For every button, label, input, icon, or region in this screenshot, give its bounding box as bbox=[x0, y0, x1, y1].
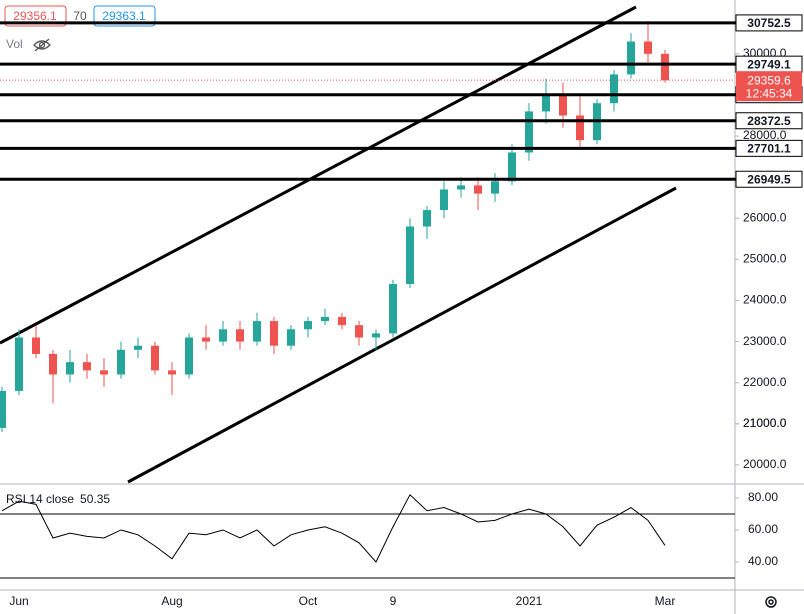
candle-body bbox=[474, 185, 482, 194]
candle-body bbox=[576, 115, 584, 141]
hide-icon[interactable] bbox=[33, 38, 51, 52]
x-tick-label: Aug bbox=[161, 594, 182, 608]
bid-box[interactable] bbox=[4, 5, 67, 27]
y-tick-label: 28000.0 bbox=[743, 128, 787, 142]
level-label-box bbox=[735, 170, 803, 188]
candle-body bbox=[83, 362, 91, 371]
x-tick-label: 9 bbox=[390, 594, 397, 608]
candle-body bbox=[287, 329, 295, 346]
candle-body bbox=[202, 337, 210, 342]
y-tick-label: 22000.0 bbox=[743, 375, 787, 389]
candle-body bbox=[610, 74, 618, 104]
candle-body bbox=[219, 329, 227, 342]
candle-body bbox=[491, 181, 499, 194]
x-tick-label: 2021 bbox=[516, 594, 543, 608]
y-tick-label: 21000.0 bbox=[743, 416, 787, 430]
ask-box[interactable] bbox=[93, 5, 156, 27]
y-tick-label: 21000.0 bbox=[743, 416, 787, 430]
candle-body bbox=[134, 345, 142, 350]
candle-body bbox=[117, 349, 125, 375]
candle-body bbox=[525, 111, 533, 153]
y-tick-label: 23000.0 bbox=[743, 334, 787, 348]
level-label: 29749.1 bbox=[747, 57, 791, 71]
ask: 29363.1 bbox=[102, 9, 146, 23]
candle-body bbox=[151, 345, 159, 371]
level-label: 26949.5 bbox=[747, 172, 791, 186]
level-label: 27701.1 bbox=[747, 142, 791, 156]
candle-body bbox=[100, 370, 108, 375]
candle-body bbox=[66, 362, 74, 375]
candle-body bbox=[644, 41, 652, 54]
countdown-label: 12:45:34 bbox=[746, 86, 793, 100]
level-label-box bbox=[735, 139, 803, 157]
candle-body bbox=[355, 325, 363, 338]
candle-body bbox=[389, 284, 397, 334]
rsi-title: RSI 14 close bbox=[6, 492, 74, 506]
lower-channel bbox=[127, 186, 677, 484]
candle-body bbox=[236, 329, 244, 342]
last-price-box bbox=[736, 71, 802, 102]
level-label-box bbox=[735, 112, 803, 130]
y-tick-label: 60.00 bbox=[748, 522, 778, 536]
candle-body bbox=[661, 53, 669, 81]
candle-body bbox=[168, 370, 176, 375]
candle-body bbox=[49, 353, 57, 375]
y-tick-label: 25000.0 bbox=[743, 252, 787, 266]
candle-body bbox=[304, 321, 312, 330]
candle-body bbox=[627, 41, 635, 75]
candle-body bbox=[185, 337, 193, 375]
y-tick-label: 80.00 bbox=[748, 490, 778, 504]
level-label-box bbox=[735, 14, 803, 32]
bid: 29356.1 bbox=[13, 9, 57, 23]
candle-body bbox=[542, 94, 550, 112]
y-tick-label: 40.00 bbox=[748, 554, 778, 568]
candle-body bbox=[372, 333, 380, 338]
candle-body bbox=[32, 337, 40, 354]
rsi-line bbox=[1, 493, 666, 563]
candle-body bbox=[270, 321, 278, 346]
last-price-label: 29359.6 bbox=[747, 73, 791, 87]
candle-body bbox=[406, 226, 414, 285]
settings-icon[interactable] bbox=[765, 596, 777, 608]
spread: 70 bbox=[73, 9, 87, 23]
candle-body bbox=[457, 185, 465, 190]
candle-body bbox=[508, 152, 516, 182]
candle-body bbox=[559, 94, 567, 116]
x-tick-label: Mar bbox=[655, 594, 676, 608]
candle-body bbox=[440, 189, 448, 211]
level-label: 28372.5 bbox=[747, 114, 791, 128]
level-label: 30752.5 bbox=[747, 16, 791, 30]
candle-body bbox=[321, 316, 329, 322]
candle-body bbox=[423, 210, 431, 227]
x-tick-label: Oct bbox=[299, 594, 318, 608]
volume-label: Vol bbox=[6, 37, 23, 51]
y-tick-label: 26000.0 bbox=[743, 210, 787, 224]
candle-body bbox=[253, 321, 261, 342]
candle-body bbox=[15, 337, 23, 391]
rsi-value: 50.35 bbox=[80, 492, 110, 506]
x-tick-label: Jun bbox=[9, 594, 28, 608]
candle-body bbox=[0, 390, 6, 428]
y-tick-label: 20000.0 bbox=[743, 457, 787, 471]
candle-body bbox=[338, 316, 346, 326]
y-tick-label: 24000.0 bbox=[743, 293, 787, 307]
